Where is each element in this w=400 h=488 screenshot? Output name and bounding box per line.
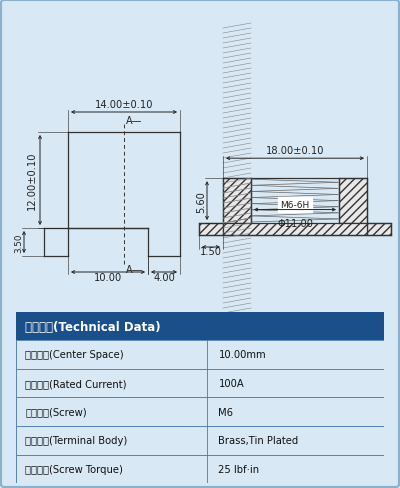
- Text: M6-6H: M6-6H: [280, 201, 310, 210]
- Text: 100A: 100A: [218, 378, 244, 388]
- Text: 18.00±0.10: 18.00±0.10: [266, 146, 324, 156]
- Text: A—: A—: [126, 116, 142, 126]
- Text: 3.50: 3.50: [14, 233, 24, 252]
- Text: 14.00±0.10: 14.00±0.10: [95, 100, 153, 110]
- Text: 25 lbf·in: 25 lbf·in: [218, 464, 260, 474]
- Text: Brass,Tin Plated: Brass,Tin Plated: [218, 435, 299, 446]
- Text: 1.50: 1.50: [200, 246, 222, 257]
- Bar: [16, 455, 384, 483]
- Text: 5.60: 5.60: [196, 190, 206, 212]
- Bar: [16, 398, 384, 426]
- Bar: [223, 224, 367, 236]
- Text: M6: M6: [218, 407, 234, 417]
- Text: 12.00±0.10: 12.00±0.10: [27, 151, 37, 210]
- Bar: [16, 426, 384, 455]
- Bar: [339, 179, 367, 224]
- Text: 10.00mm: 10.00mm: [218, 350, 266, 360]
- Bar: [367, 224, 391, 236]
- Bar: [199, 224, 223, 236]
- Bar: [16, 312, 384, 341]
- Text: Φ11.00: Φ11.00: [277, 218, 313, 228]
- Text: 间　　距(Center Space): 间 距(Center Space): [25, 350, 124, 360]
- Text: A—: A—: [126, 264, 142, 274]
- Text: 10.00: 10.00: [94, 272, 122, 283]
- Bar: [16, 341, 384, 369]
- Text: 压线螺钉(Screw): 压线螺钉(Screw): [25, 407, 87, 417]
- Bar: [16, 369, 384, 398]
- Text: 4.00: 4.00: [153, 272, 175, 283]
- Text: 螺钉扔矩(Screw Torque): 螺钉扔矩(Screw Torque): [25, 464, 123, 474]
- Text: 焊接端子(Terminal Body): 焊接端子(Terminal Body): [25, 435, 128, 446]
- Text: 技术参数(Technical Data): 技术参数(Technical Data): [25, 320, 161, 333]
- Text: 额定电流(Rated Current): 额定电流(Rated Current): [25, 378, 127, 388]
- Bar: [223, 179, 251, 224]
